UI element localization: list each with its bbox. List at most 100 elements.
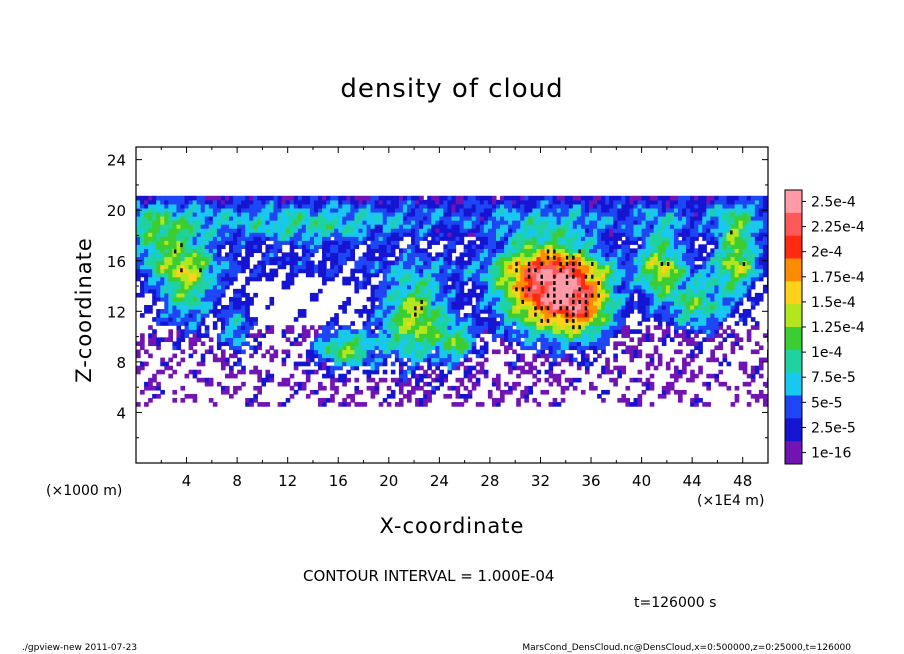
- field-cell: [386, 260, 392, 266]
- field-cell: [297, 333, 303, 338]
- field-cell: [309, 345, 315, 351]
- field-cell: [330, 321, 335, 326]
- field-cell: [346, 369, 351, 375]
- field-cell: [617, 369, 622, 375]
- field-cell: [366, 361, 372, 367]
- field-cell: [601, 199, 606, 205]
- field-cell: [415, 309, 420, 314]
- field-cell: [164, 313, 169, 318]
- field-cell: [253, 236, 258, 241]
- field-cell: [568, 252, 574, 258]
- field-cell: [609, 236, 614, 241]
- field-cell: [216, 300, 222, 306]
- field-cell: [394, 224, 400, 229]
- field-cell: [540, 321, 546, 326]
- field-cell: [224, 272, 230, 278]
- field-cell: [224, 216, 230, 221]
- field-cell: [362, 203, 368, 209]
- field-cell: [411, 357, 416, 363]
- field-cell: [423, 329, 428, 334]
- field-cell: [572, 333, 578, 338]
- field-cell: [358, 207, 364, 213]
- field-cell: [411, 195, 416, 201]
- field-cell: [427, 389, 432, 395]
- field-cell: [475, 272, 481, 278]
- field-cell: [293, 341, 299, 347]
- field-cell: [617, 373, 622, 379]
- field-cell: [330, 256, 335, 262]
- field-cell: [354, 236, 360, 241]
- field-cell: [216, 260, 222, 266]
- field-cell: [435, 329, 440, 334]
- field-cell: [285, 256, 291, 262]
- field-cell: [358, 203, 364, 209]
- field-cell: [354, 264, 360, 270]
- field-cell: [455, 276, 461, 282]
- field-cell: [338, 211, 343, 217]
- field-cell: [475, 224, 481, 229]
- field-cell: [305, 199, 311, 205]
- field-cell: [491, 224, 497, 229]
- field-cell: [560, 341, 566, 347]
- field-cell: [386, 296, 392, 302]
- field-cell: [140, 248, 145, 254]
- field-cell: [204, 377, 210, 383]
- field-cell: [653, 216, 659, 221]
- field-cell: [152, 203, 157, 209]
- field-cell: [548, 276, 554, 282]
- field-cell: [204, 264, 210, 270]
- field-cell: [504, 325, 509, 330]
- field-cell: [370, 341, 376, 347]
- field-cell: [443, 361, 449, 367]
- field-cell: [176, 228, 182, 233]
- field-cell: [504, 276, 509, 282]
- field-cell: [427, 373, 432, 379]
- field-cell: [144, 361, 149, 367]
- field-cell: [532, 199, 538, 205]
- field-cell: [645, 333, 651, 338]
- field-cell: [524, 248, 529, 254]
- field-cell: [439, 272, 444, 278]
- field-cell: [459, 211, 465, 217]
- field-cell: [394, 256, 400, 262]
- field-cell: [394, 377, 400, 383]
- field-cell: [536, 333, 542, 338]
- field-cell: [338, 199, 343, 205]
- field-cell: [144, 236, 149, 241]
- field-cell: [471, 345, 477, 351]
- field-cell: [233, 389, 238, 395]
- field-cell: [568, 292, 574, 298]
- field-cell: [398, 377, 404, 383]
- field-cell: [500, 236, 505, 241]
- field-cell: [649, 252, 655, 258]
- field-cell: [633, 264, 639, 270]
- field-cell: [532, 244, 538, 249]
- field-cell: [402, 224, 408, 229]
- field-cell: [301, 313, 307, 318]
- field-cell: [338, 373, 343, 379]
- field-cell: [500, 232, 505, 237]
- field-cell: [407, 260, 412, 266]
- field-cell: [378, 337, 384, 342]
- field-cell: [568, 284, 574, 290]
- field-cell: [572, 228, 578, 233]
- field-cell: [216, 272, 222, 278]
- field-cell: [479, 337, 485, 342]
- field-cell: [633, 353, 639, 359]
- field-cell: [269, 345, 275, 351]
- field-cell: [200, 203, 206, 209]
- field-cell: [281, 264, 287, 270]
- field-cell: [289, 373, 295, 379]
- field-cell: [398, 349, 404, 355]
- field-cell: [338, 268, 343, 274]
- field-cell: [237, 199, 242, 205]
- field-cell: [621, 296, 627, 302]
- field-cell: [657, 272, 663, 278]
- field-cell: [645, 232, 651, 237]
- field-cell: [305, 333, 311, 338]
- field-cell: [572, 260, 578, 266]
- field-cell: [625, 305, 631, 310]
- field-cell: [285, 272, 291, 278]
- field-cell: [241, 199, 246, 205]
- field-cell: [593, 248, 598, 254]
